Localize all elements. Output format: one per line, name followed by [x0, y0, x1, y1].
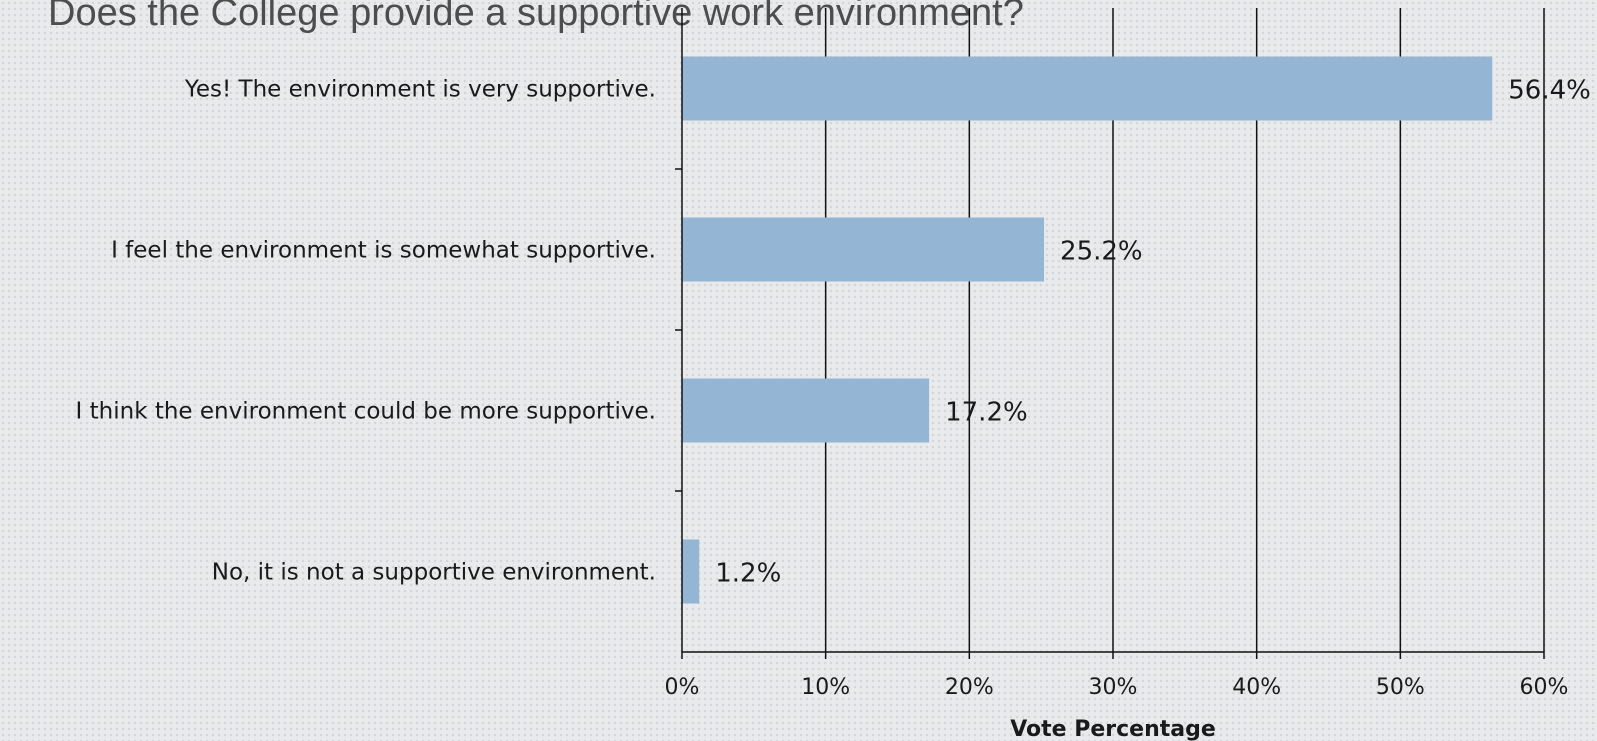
data-label: 1.2%	[715, 559, 781, 589]
bar	[682, 56, 1493, 121]
bar	[682, 378, 930, 443]
category-label: I feel the environment is somewhat suppo…	[111, 238, 656, 264]
x-tick-label: 0%	[665, 675, 700, 700]
category-label: No, it is not a supportive environment.	[212, 560, 656, 586]
x-axis-title: Vote Percentage	[1010, 717, 1216, 741]
x-tick-label: 20%	[945, 675, 994, 700]
chart-title: Does the College provide a supportive wo…	[48, 0, 1024, 34]
data-label: 25.2%	[1060, 237, 1143, 267]
x-tick-label: 10%	[801, 675, 850, 700]
x-tick-label: 50%	[1376, 675, 1425, 700]
data-label: 17.2%	[945, 398, 1028, 428]
category-label: Yes! The environment is very supportive.	[184, 77, 656, 103]
bar	[682, 539, 700, 604]
bar	[682, 217, 1045, 282]
x-tick-label: 40%	[1232, 675, 1281, 700]
category-label: I think the environment could be more su…	[76, 399, 656, 425]
data-label: 56.4%	[1508, 76, 1591, 106]
x-tick-label: 60%	[1520, 675, 1569, 700]
x-tick-label: 30%	[1089, 675, 1138, 700]
